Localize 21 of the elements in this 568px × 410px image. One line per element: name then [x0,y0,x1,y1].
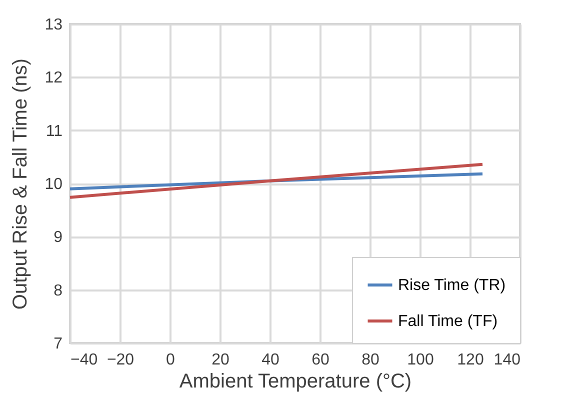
x-tick-label: −20 [106,352,134,368]
x-tick-label: 100 [407,352,434,368]
x-tick-label: 40 [262,352,280,368]
y-axis-title: Output Rise & Fall Time (ns) [10,58,32,310]
legend-label: Fall Time (TF) [398,313,498,330]
x-tick-label: 0 [166,352,176,368]
x-axis-title: Ambient Temperature (°C) [179,370,412,392]
x-tick-label: 20 [212,352,230,368]
x-tick-label: 120 [457,352,484,368]
y-tick-label: 12 [44,70,63,87]
x-tick-label: −40 [70,352,98,368]
y-tick-label: 9 [54,229,63,246]
x-tick-label: 80 [362,352,380,368]
x-tick-label: 60 [312,352,330,368]
y-tick-label: 7 [54,336,63,352]
x-tick-label: 140 [494,352,521,368]
y-tick-label: 13 [44,16,63,34]
y-tick-label: 11 [46,122,63,140]
legend-label: Rise Time (TR) [398,277,506,294]
y-tick-label: 10 [44,176,63,193]
y-tick-label: 8 [54,282,63,300]
